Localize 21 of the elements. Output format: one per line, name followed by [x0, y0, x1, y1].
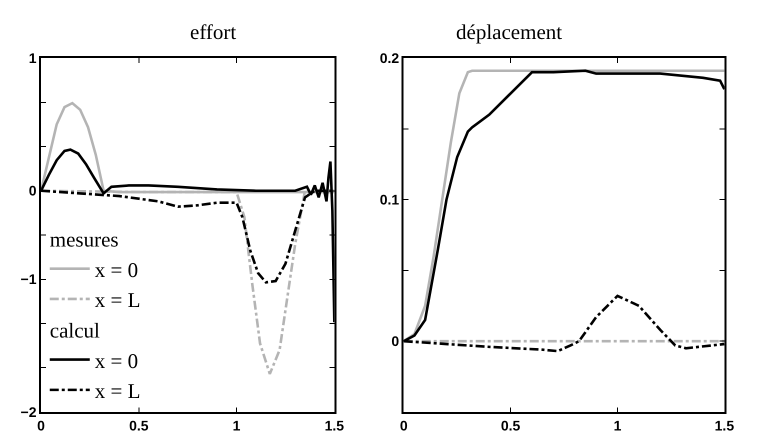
chart-title: effort	[190, 20, 236, 44]
x-tick-label: 1.5	[714, 418, 734, 434]
y-tick-label: 1	[28, 50, 37, 66]
x-tick-label: 1	[232, 418, 241, 434]
annotation: mesures	[50, 228, 119, 252]
legend-label: x = L	[94, 379, 140, 404]
legend-label: x = L	[94, 288, 140, 312]
y-tick-label: 0.1	[380, 192, 400, 208]
y-tick-label: 0.2	[380, 50, 400, 66]
y-tick-label: 0	[28, 182, 37, 199]
y-tick-label: 0	[391, 333, 400, 350]
x-tick-label: 1.5	[324, 418, 344, 434]
y-tick-label: −2	[20, 404, 37, 420]
y-tick-label: −1	[20, 271, 37, 288]
legend-label: x = 0	[94, 348, 138, 373]
chart-title: déplacement	[456, 20, 562, 44]
x-tick-label: 0.5	[129, 418, 149, 434]
x-tick-label: 1	[614, 418, 622, 434]
annotation: calcul	[50, 318, 100, 342]
x-tick-label: 0.5	[500, 418, 521, 434]
legend-label: x = 0	[94, 258, 138, 282]
